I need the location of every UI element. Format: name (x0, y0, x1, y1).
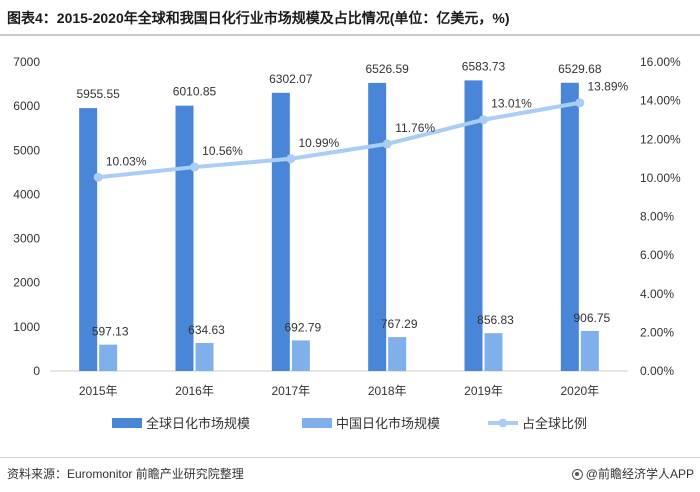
ratio-point (575, 98, 585, 108)
y-right-tick-label: 8.00% (640, 210, 674, 224)
legend-china-swatch (302, 418, 332, 428)
china-bar (580, 330, 599, 371)
source-note: 资料来源：Euromonitor 前瞻产业研究院整理 (7, 467, 244, 481)
china-bar (99, 344, 118, 371)
ratio-data-label: 10.99% (298, 136, 339, 150)
legend-global-swatch (112, 418, 142, 428)
global-data-label: 6583.73 (462, 59, 506, 73)
y-left-tick-label: 1000 (13, 320, 40, 334)
legend-global-label: 全球日化市场规模 (146, 416, 250, 431)
china-bar (388, 337, 407, 371)
ratio-data-label: 11.76% (395, 121, 435, 135)
y-right-tick-label: 14.00% (640, 94, 681, 108)
ratio-line (97, 100, 581, 180)
brand-label: @前瞻经济学人APP (571, 465, 694, 482)
ratio-data-label: 10.03% (106, 154, 147, 168)
legend-china-label: 中国日化市场规模 (336, 416, 440, 431)
y-left-tick-label: 7000 (13, 55, 40, 69)
ratio-data-label: 13.01% (491, 97, 532, 111)
y-left-tick-label: 0 (33, 364, 40, 378)
china-data-label: 906.75 (573, 311, 610, 325)
y-left-tick-label: 5000 (13, 143, 40, 157)
x-tick-label: 2016年 (175, 384, 214, 398)
x-tick-label: 2015年 (79, 384, 118, 398)
x-tick-label: 2020年 (560, 384, 599, 398)
y-right-tick-label: 16.00% (640, 55, 681, 69)
ratio-data-label: 10.56% (202, 144, 243, 158)
brand-text: @前瞻经济学人APP (585, 467, 694, 481)
global-data-label: 5955.55 (76, 87, 120, 101)
china-data-label: 597.13 (92, 325, 129, 339)
y-left-tick-label: 6000 (13, 99, 40, 113)
chart-title: 图表4：2015-2020年全球和我国日化行业市场规模及占比情况(单位：亿美元，… (7, 10, 510, 26)
china-bar (195, 342, 214, 371)
global-data-label: 6302.07 (269, 72, 313, 86)
china-data-label: 767.29 (381, 317, 418, 331)
china-data-label: 856.83 (477, 313, 514, 327)
china-bar (291, 340, 310, 371)
brand-logo-icon (571, 469, 583, 480)
y-left-tick-label: 3000 (13, 232, 40, 246)
global-bar (271, 92, 290, 371)
footer-divider (0, 457, 700, 458)
y-right-tick-label: 12.00% (640, 132, 681, 146)
global-bar (79, 108, 98, 371)
y-right-tick-label: 0.00% (640, 364, 674, 378)
x-tick-label: 2019年 (464, 384, 503, 398)
china-data-label: 692.79 (284, 320, 321, 334)
ratio-data-label: 13.89% (587, 80, 628, 94)
y-left-tick-label: 4000 (13, 187, 40, 201)
global-bar (368, 82, 387, 371)
ratio-point (93, 172, 103, 182)
ratio-point (382, 139, 392, 149)
global-bar (560, 82, 579, 372)
ratio-point (286, 154, 296, 164)
combo-chart: 0 1000 2000 3000 4000 5000 6000 7000 0.00% 2.00% 4… (13, 55, 681, 431)
legend-ratio-marker (498, 418, 508, 428)
legend-ratio-label: 占全球比例 (522, 416, 587, 431)
china-bar (484, 333, 503, 371)
china-data-label: 634.63 (188, 323, 225, 337)
global-bar (464, 80, 483, 371)
x-tick-label: 2018年 (368, 384, 407, 398)
global-bar (175, 105, 194, 371)
y-right-tick-label: 4.00% (640, 287, 674, 301)
y-right-tick-label: 2.00% (640, 325, 674, 339)
y-right-tick-label: 10.00% (640, 171, 681, 185)
x-tick-label: 2017年 (271, 384, 310, 398)
y-right-tick-label: 6.00% (640, 248, 674, 262)
global-data-label: 6529.68 (558, 62, 602, 76)
global-data-label: 6526.59 (365, 62, 409, 76)
ratio-point (190, 162, 199, 172)
global-data-label: 6010.85 (173, 85, 217, 99)
y-left-tick-label: 2000 (13, 276, 40, 290)
title-divider (0, 34, 700, 36)
ratio-point (479, 115, 488, 125)
